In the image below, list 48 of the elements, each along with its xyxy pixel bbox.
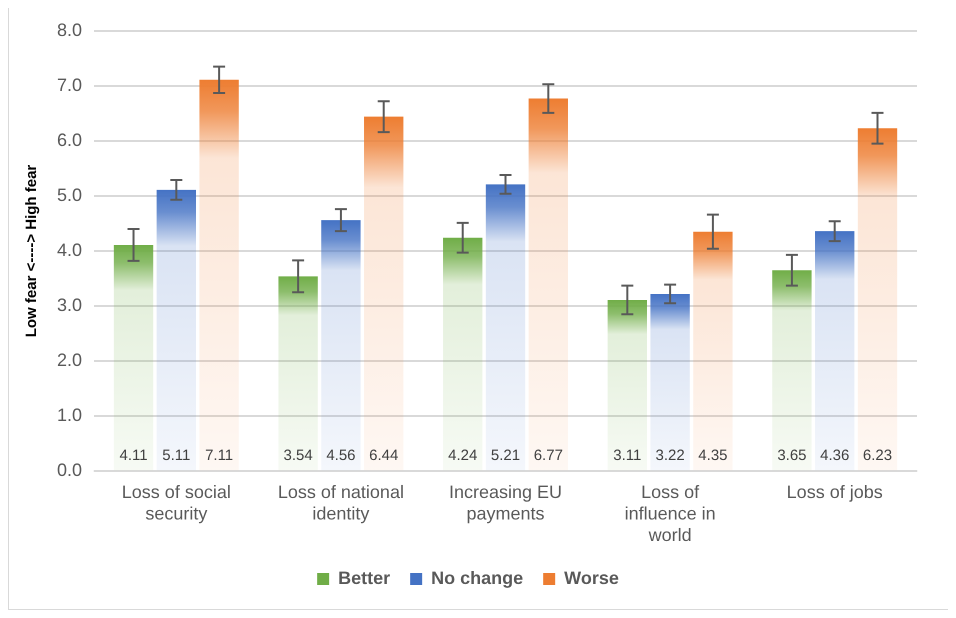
y-tick-label: 8.0 — [56, 20, 82, 40]
y-tick-label: 0.0 — [56, 460, 82, 480]
bar — [114, 244, 154, 470]
data-label: 6.77 — [534, 446, 563, 464]
bar — [608, 300, 647, 470]
bar — [321, 220, 361, 470]
data-label: 4.35 — [698, 446, 728, 464]
legend-label: Worse — [564, 568, 619, 588]
data-label: 3.11 — [613, 446, 642, 464]
bar — [486, 184, 526, 470]
bar — [858, 128, 898, 470]
y-tick-label: 3.0 — [56, 295, 82, 316]
bar — [772, 270, 812, 470]
bar — [364, 116, 404, 470]
bar — [443, 238, 482, 470]
y-tick-label: 6.0 — [56, 130, 82, 150]
x-tick-label: Loss of influence in world — [624, 482, 716, 546]
y-axis-title: Low fear <----> High fear — [23, 164, 40, 338]
data-label: 5.11 — [162, 446, 190, 464]
data-label: 5.21 — [490, 446, 520, 464]
y-tick-label: 5.0 — [56, 184, 82, 205]
y-tick-label: 1.0 — [56, 405, 82, 426]
x-tick-label: Loss of social security — [122, 482, 231, 524]
x-tick-label: Loss of national identity — [278, 482, 404, 524]
y-tick-label: 4.0 — [56, 240, 82, 260]
data-label: 4.36 — [820, 446, 850, 464]
data-label: 4.56 — [326, 446, 356, 464]
data-label: 3.22 — [656, 446, 685, 464]
y-tick-label: 7.0 — [56, 74, 82, 95]
x-tick-label: Loss of jobs — [786, 482, 883, 502]
data-label: 4.24 — [448, 446, 478, 464]
data-label: 6.44 — [369, 446, 398, 464]
data-label: 3.54 — [284, 446, 313, 464]
x-tick-label: Increasing EU payments — [448, 482, 562, 524]
bar — [278, 276, 318, 470]
data-label: 3.65 — [777, 446, 807, 464]
legend-label: Better — [338, 568, 390, 588]
bar — [199, 80, 239, 470]
y-tick-label: 2.0 — [56, 350, 82, 370]
legend-label: No change — [431, 568, 524, 588]
bar — [650, 294, 690, 470]
data-label: 7.11 — [205, 446, 234, 464]
bar — [528, 98, 568, 470]
data-label: 6.23 — [862, 446, 892, 464]
data-label: 4.11 — [119, 446, 148, 464]
bar — [693, 232, 733, 470]
bar — [156, 190, 196, 470]
bar — [815, 231, 854, 470]
